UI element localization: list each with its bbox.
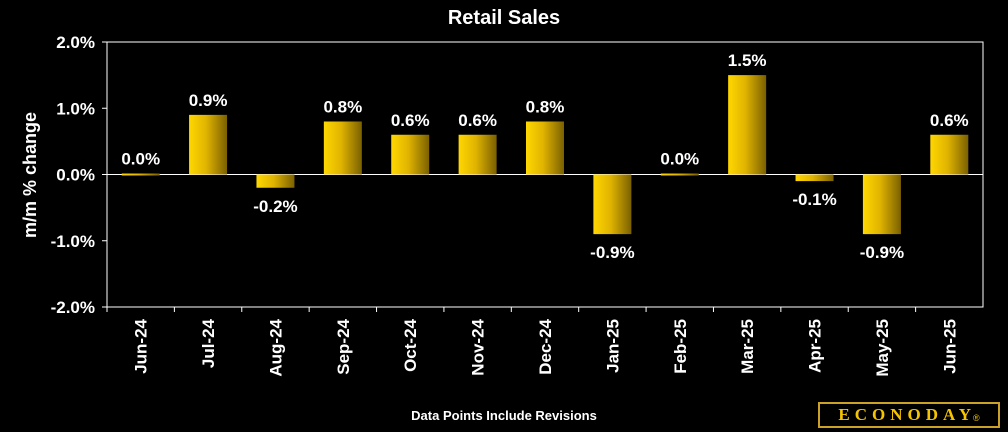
x-tick-label: Apr-25: [806, 319, 825, 373]
y-tick-label: 0.0%: [56, 166, 95, 185]
x-tick-label: Jul-24: [199, 318, 218, 368]
bar-may-25: [862, 174, 901, 235]
y-tick-label: 2.0%: [56, 33, 95, 52]
bar-mar-25: [728, 75, 767, 175]
x-tick-label: Mar-25: [738, 319, 757, 374]
bar-jun-25: [930, 134, 969, 175]
y-tick-label: 1.0%: [56, 99, 95, 118]
data-label: 0.6%: [458, 111, 497, 130]
bar-jun-24: [121, 173, 160, 176]
data-label: -0.1%: [792, 190, 836, 209]
data-label: 0.9%: [189, 91, 228, 110]
data-label: 0.0%: [121, 150, 160, 169]
bar-feb-25: [660, 173, 699, 176]
bar-nov-24: [458, 134, 497, 175]
x-tick-label: Aug-24: [266, 318, 285, 376]
x-tick-label: Oct-24: [401, 318, 420, 371]
x-tick-label: May-25: [873, 319, 892, 377]
bar-sep-24: [323, 121, 362, 175]
data-label: 0.8%: [323, 98, 362, 117]
bar-dec-24: [526, 121, 564, 175]
brand-text: ECONODAY: [838, 405, 976, 424]
y-tick-label: -1.0%: [51, 232, 95, 251]
bar-aug-24: [256, 174, 295, 188]
x-tick-label: Nov-24: [469, 318, 488, 375]
registered-mark: ®: [972, 413, 980, 423]
y-tick-label: -2.0%: [51, 298, 95, 317]
data-label: 0.8%: [526, 98, 565, 117]
y-axis-label: m/m % change: [20, 112, 40, 238]
x-tick-label: Jan-25: [603, 319, 622, 373]
x-tick-label: Dec-24: [536, 318, 555, 374]
x-tick-label: Jun-24: [132, 318, 151, 373]
chart-title: Retail Sales: [448, 7, 560, 29]
chart-footnote: Data Points Include Revisions: [411, 408, 597, 423]
data-label: -0.2%: [253, 197, 297, 216]
x-tick-label: Feb-25: [671, 319, 690, 374]
data-label: -0.9%: [860, 243, 904, 262]
econoday-logo: ECONODAY ®: [818, 402, 1000, 428]
x-tick-label: Jun-25: [940, 319, 959, 374]
data-label: 0.0%: [660, 150, 699, 169]
bar-oct-24: [391, 134, 430, 175]
bar-apr-25: [795, 174, 834, 182]
x-tick-label: Sep-24: [334, 318, 353, 374]
data-label: 0.6%: [391, 111, 430, 130]
data-label: -0.9%: [590, 243, 634, 262]
bar-jul-24: [189, 114, 228, 175]
bar-jan-25: [593, 174, 632, 235]
data-label: 0.6%: [930, 111, 969, 130]
data-label: 1.5%: [728, 51, 767, 70]
